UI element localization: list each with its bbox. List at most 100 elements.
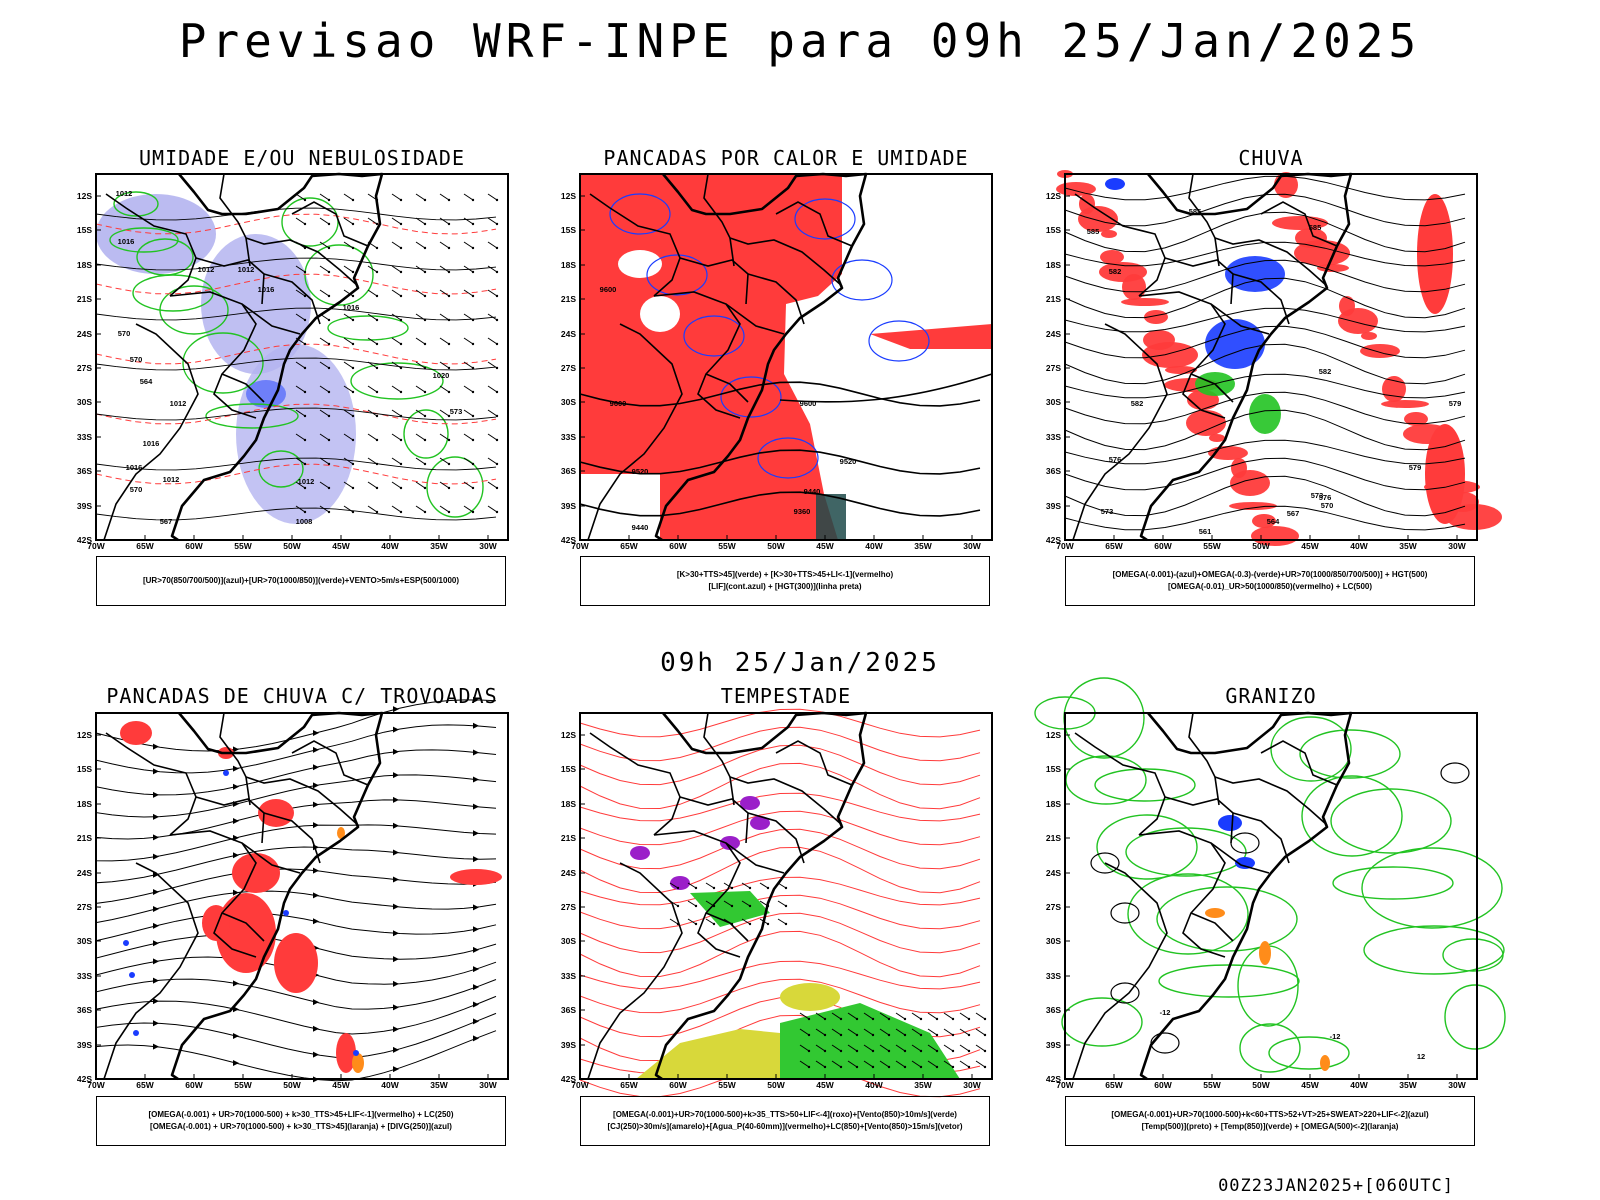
lat-label: 30S <box>1046 936 1061 946</box>
lat-label: 18S <box>77 260 92 270</box>
contour-label: -12 <box>1160 1008 1171 1017</box>
wind-850-vector-head <box>919 1049 923 1053</box>
wind-vector <box>367 217 378 225</box>
streamline-arrow <box>473 803 479 810</box>
wind-vector <box>295 481 306 489</box>
geopotential-height-line <box>579 491 981 517</box>
streamline <box>95 1012 497 1059</box>
wind-vector-head <box>423 366 427 370</box>
streamline-arrow <box>233 1032 239 1039</box>
wind-850-vector <box>927 1044 938 1052</box>
strong-ascent-area <box>1205 908 1225 918</box>
wind-850-vector-head <box>839 1065 843 1069</box>
wind-vector-head <box>351 294 355 298</box>
low-level-wind-streamline <box>579 894 981 930</box>
streamline-arrow <box>473 696 479 703</box>
lat-label: 36S <box>561 466 576 476</box>
wind-vector <box>439 337 450 345</box>
wind-vector-head <box>399 222 403 226</box>
wind-vector-head <box>447 462 451 466</box>
wind-vector-head <box>351 270 355 274</box>
contour-label: 1012 <box>170 399 187 408</box>
lon-label: 60W <box>185 1080 203 1090</box>
lat-label: 15S <box>561 764 576 774</box>
wind-850-vector <box>959 1044 970 1052</box>
lon-label: 45W <box>332 541 350 551</box>
streamline-arrow <box>313 892 319 899</box>
wind-vector <box>463 265 474 273</box>
wind-vector <box>439 361 450 369</box>
wind-vector-head <box>327 222 331 226</box>
wind-850-vector-head <box>766 922 770 926</box>
wind-vector <box>343 337 354 345</box>
temperature-500-contour <box>1440 762 1470 784</box>
lon-label: 70W <box>571 1080 589 1090</box>
humidity-mid-level-area <box>201 234 311 374</box>
wind-vector-head <box>351 438 355 442</box>
wind-vector-head <box>471 486 475 490</box>
wind-vector-head <box>447 270 451 274</box>
lat-label: 36S <box>1046 466 1061 476</box>
lat-label: 39S <box>561 1040 576 1050</box>
lat-label: 27S <box>77 363 92 373</box>
streamline-arrow <box>393 980 399 987</box>
thunderstorm-area <box>120 721 152 745</box>
wind-vector-head <box>327 486 331 490</box>
contour-label: 1016 <box>126 463 143 472</box>
lat-label: 21S <box>77 833 92 843</box>
state-border <box>1232 812 1290 864</box>
wind-vector <box>463 457 474 465</box>
wind-vector <box>439 241 450 249</box>
state-border <box>1214 776 1220 806</box>
contour-label: 1016 <box>143 439 160 448</box>
legend-line: [OMEGA(-0.001) + UR>70(1000-500) + k>30_… <box>148 1110 454 1119</box>
temperature-850-contour <box>1361 847 1503 929</box>
wind-vector-head <box>351 414 355 418</box>
wind-850-vector-head <box>935 1049 939 1053</box>
wind-vector <box>367 313 378 321</box>
wind-vector-head <box>423 342 427 346</box>
state-border <box>775 201 853 247</box>
temperature-850-contour <box>1125 827 1247 877</box>
wind-vector-head <box>447 246 451 250</box>
wind-vector-head <box>495 414 499 418</box>
state-border <box>1164 257 1234 305</box>
contour-label: 573 <box>1311 491 1324 500</box>
wind-vector-head <box>495 318 499 322</box>
wind-vector-head <box>423 318 427 322</box>
thickness-line <box>95 463 497 485</box>
lat-label: 18S <box>1046 799 1061 809</box>
lat-label: 39S <box>77 501 92 511</box>
wind-850-vector-head <box>967 1065 971 1069</box>
lat-label: 27S <box>1046 902 1061 912</box>
thickness-line <box>95 343 497 365</box>
lat-label: 36S <box>561 1005 576 1015</box>
wind-vector-head <box>471 414 475 418</box>
wind-850-vector <box>777 900 787 907</box>
wind-vector-head <box>447 366 451 370</box>
streamline <box>95 774 497 818</box>
wind-vector <box>319 265 330 273</box>
wind-850-vector <box>943 1060 954 1068</box>
wind-vector-head <box>495 486 499 490</box>
wind-vector-head <box>351 366 355 370</box>
wind-vector <box>391 265 402 273</box>
wind-850-vector <box>687 882 697 889</box>
lifted-index-contour <box>794 198 856 240</box>
wind-vector-head <box>375 462 379 466</box>
wind-850-vector-head <box>967 1017 971 1021</box>
jet-stream-area <box>780 983 840 1011</box>
rain-area <box>1382 376 1406 402</box>
lon-label: 35W <box>1399 1080 1417 1090</box>
streamline-arrow <box>233 783 239 790</box>
wind-vector-head <box>327 366 331 370</box>
lon-label: 50W <box>283 1080 301 1090</box>
wind-850-vector <box>879 1028 890 1036</box>
divergence-spot <box>283 910 289 916</box>
wind-850-vector <box>879 1060 890 1068</box>
wind-850-vector <box>741 918 751 925</box>
rain-area <box>1101 230 1117 238</box>
lat-label: 21S <box>77 294 92 304</box>
wind-vector-head <box>351 222 355 226</box>
legend-humidity: [UR>70(850/700/500)](azul)+[UR>70(1000/8… <box>96 556 506 606</box>
